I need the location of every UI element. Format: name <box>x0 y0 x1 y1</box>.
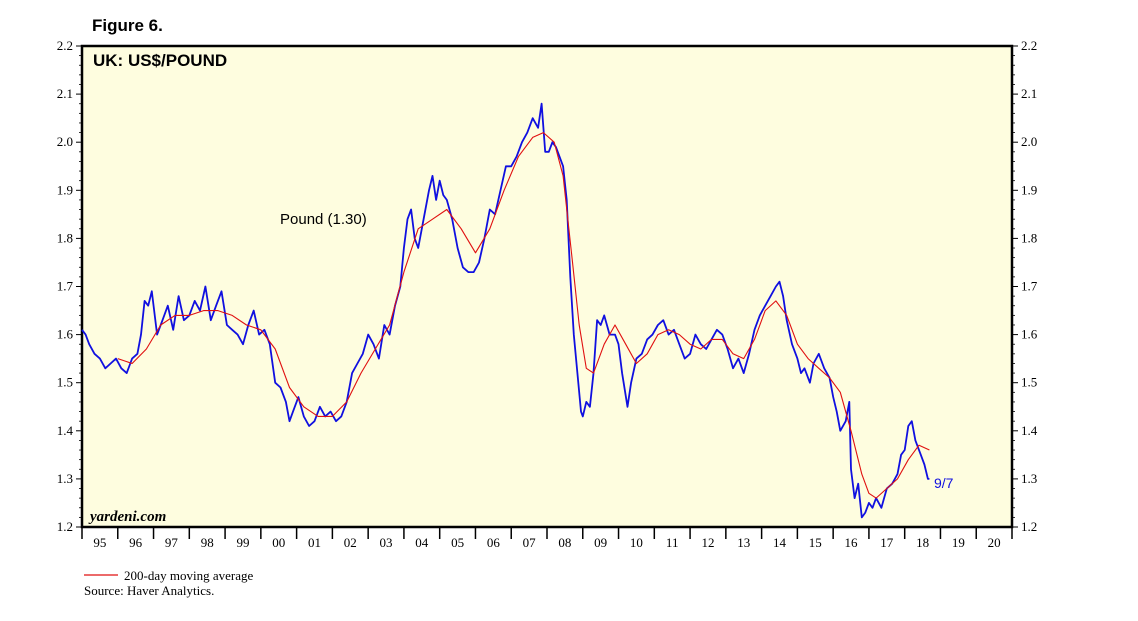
x-tick-label: 20 <box>988 535 1001 550</box>
x-tick-label: 13 <box>737 535 750 550</box>
x-tick-label: 07 <box>523 535 537 550</box>
series-layer <box>81 102 930 519</box>
y-tick-label-left: 2.2 <box>57 38 73 53</box>
y-tick-label-left: 2.0 <box>57 134 73 149</box>
x-tick-label: 11 <box>666 535 679 550</box>
x-tick-label: 00 <box>272 535 285 550</box>
y-tick-label-left: 1.5 <box>57 375 73 390</box>
y-tick-label-right: 2.0 <box>1021 134 1037 149</box>
y-tick-label-right: 1.6 <box>1021 327 1038 342</box>
y-tick-label-left: 1.6 <box>57 327 74 342</box>
x-tick-label: 02 <box>344 535 357 550</box>
x-tick-label: 18 <box>916 535 929 550</box>
x-tick-label: 99 <box>236 535 249 550</box>
y-axis-left: 1.2 1.3 1.4 1.5 1.6 1.7 1.8 1.9 2.0 2.1 2.2 <box>57 38 82 534</box>
y-tick-label-left: 2.1 <box>57 86 73 101</box>
x-tick-label: 15 <box>809 535 822 550</box>
y-tick-label-left: 1.8 <box>57 230 73 245</box>
x-tick-label: 17 <box>880 535 894 550</box>
pound-line <box>81 102 930 519</box>
y-tick-label-left: 1.3 <box>57 471 73 486</box>
source-note: Source: Haver Analytics. <box>84 583 214 598</box>
x-tick-label: 95 <box>93 535 106 550</box>
plot-background <box>80 44 1014 529</box>
x-tick-label: 03 <box>380 535 393 550</box>
y-tick-label-right: 1.4 <box>1021 423 1038 438</box>
x-tick-label: 14 <box>773 535 787 550</box>
x-tick-label: 06 <box>487 535 501 550</box>
x-tick-label: 04 <box>415 535 429 550</box>
x-tick-label: 96 <box>129 535 143 550</box>
y-tick-label-right: 2.2 <box>1021 38 1037 53</box>
chart-title: UK: US$/POUND <box>93 51 227 70</box>
x-tick-label: 09 <box>594 535 607 550</box>
series-label: Pound (1.30) <box>280 211 367 228</box>
y-tick-label-right: 2.1 <box>1021 86 1037 101</box>
x-tick-label: 16 <box>845 535 859 550</box>
x-tick-label: 05 <box>451 535 464 550</box>
y-tick-label-right: 1.9 <box>1021 182 1037 197</box>
y-tick-label-right: 1.3 <box>1021 471 1037 486</box>
watermark: yardeni.com <box>88 509 166 525</box>
x-axis: 95 96 97 98 99 00 01 02 03 04 05 06 07 08 09 10 11 12 13 14… <box>81 527 1013 550</box>
y-tick-label-right: 1.2 <box>1021 519 1037 534</box>
y-tick-label-right: 1.7 <box>1021 279 1038 294</box>
moving-average-line <box>117 132 930 499</box>
y-axis-right: 1.2 1.3 1.4 1.5 1.6 1.7 1.8 1.9 2.0 2.1 2.2 <box>1012 38 1038 534</box>
legend-label: 200-day moving average <box>124 568 253 583</box>
y-tick-label-left: 1.7 <box>57 279 74 294</box>
y-tick-label-left: 1.2 <box>57 519 73 534</box>
end-label: 9/7 <box>934 475 954 491</box>
x-tick-label: 01 <box>308 535 321 550</box>
y-tick-label-left: 1.9 <box>57 182 73 197</box>
x-tick-label: 10 <box>630 535 643 550</box>
x-tick-label: 08 <box>558 535 571 550</box>
x-tick-label: 98 <box>201 535 214 550</box>
figure-label: Figure 6. <box>92 16 163 35</box>
y-tick-label-right: 1.5 <box>1021 375 1037 390</box>
y-tick-label-right: 1.8 <box>1021 230 1037 245</box>
y-tick-label-left: 1.4 <box>57 423 74 438</box>
x-tick-label: 12 <box>701 535 714 550</box>
x-tick-label: 19 <box>952 535 965 550</box>
x-tick-label: 97 <box>165 535 179 550</box>
